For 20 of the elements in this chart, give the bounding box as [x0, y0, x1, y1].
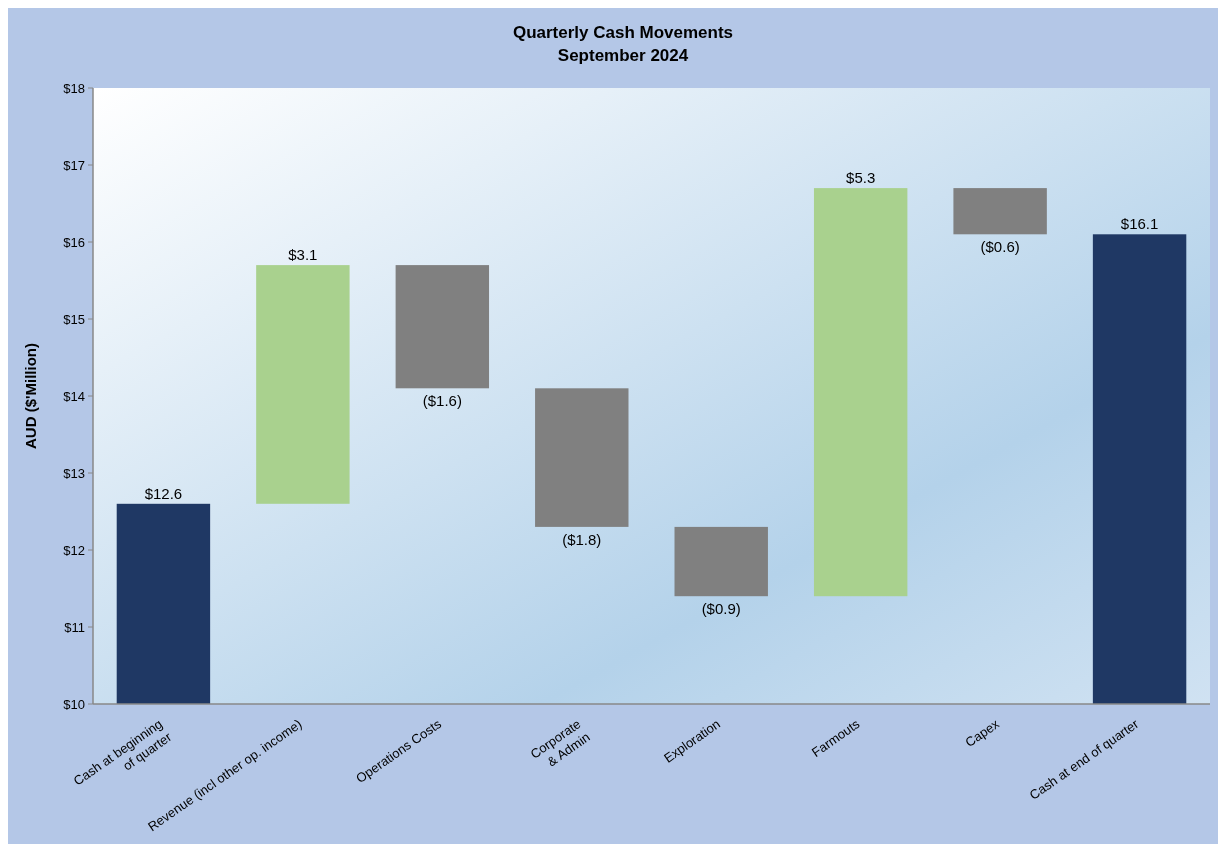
y-tick-label: $10	[63, 696, 85, 712]
y-tick-label: $18	[63, 80, 85, 96]
y-tick-label: $14	[63, 388, 85, 404]
data-label: ($0.6)	[980, 238, 1020, 256]
y-axis-title: AUD ($'Million)	[22, 342, 39, 450]
data-label: ($1.8)	[562, 530, 602, 548]
data-label: $5.3	[846, 169, 876, 187]
data-label: $16.1	[1120, 215, 1159, 233]
y-tick-label: $13	[63, 465, 85, 481]
data-label: $3.1	[288, 246, 318, 264]
y-tick-label: $12	[63, 542, 85, 558]
data-label: ($0.9)	[701, 600, 741, 618]
data-label: $12.6	[144, 484, 183, 502]
data-label: ($1.6)	[422, 392, 462, 410]
y-tick-label: $17	[63, 157, 85, 173]
chart-title: Quarterly Cash Movements	[512, 23, 734, 42]
y-tick-label: $11	[64, 619, 85, 635]
y-tick-label: $15	[63, 311, 85, 327]
chart-subtitle: September 2024	[557, 46, 689, 65]
y-tick-label: $16	[63, 234, 85, 250]
